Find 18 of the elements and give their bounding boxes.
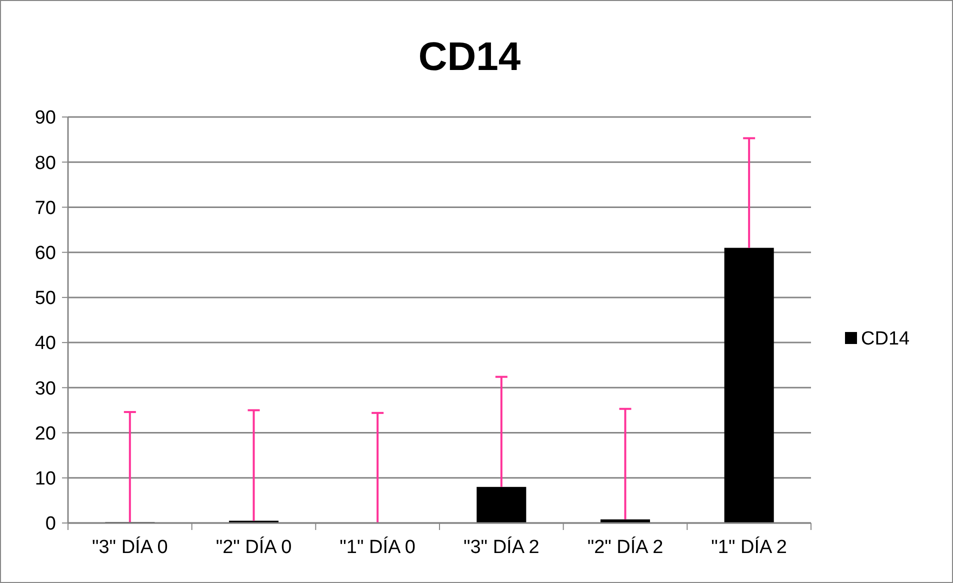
chart-title: CD14 bbox=[418, 35, 522, 79]
x-tick-label: "2" DÍA 2 bbox=[587, 536, 664, 558]
y-tick-label: 80 bbox=[34, 152, 56, 174]
y-tick-label: 50 bbox=[34, 288, 56, 310]
x-tick-label: "3" DÍA 0 bbox=[92, 536, 168, 558]
x-tick-label: "1" DÍA 0 bbox=[340, 536, 416, 558]
y-tick-label: 20 bbox=[34, 423, 56, 444]
y-tick-label: 70 bbox=[34, 198, 56, 219]
y-tick-label: 90 bbox=[34, 108, 56, 129]
x-tick-label: "2" DÍA 0 bbox=[216, 536, 292, 558]
y-tick-label: 10 bbox=[34, 468, 56, 490]
y-tick-label: 40 bbox=[34, 333, 56, 354]
x-tick-label: "3" DÍA 2 bbox=[464, 536, 540, 558]
y-tick-label: 0 bbox=[45, 514, 56, 535]
legend-label: CD14 bbox=[861, 328, 910, 350]
x-tick-label: "1" DÍA 2 bbox=[711, 536, 787, 558]
y-tick-label: 60 bbox=[34, 242, 56, 264]
y-tick-label: 30 bbox=[34, 378, 56, 400]
